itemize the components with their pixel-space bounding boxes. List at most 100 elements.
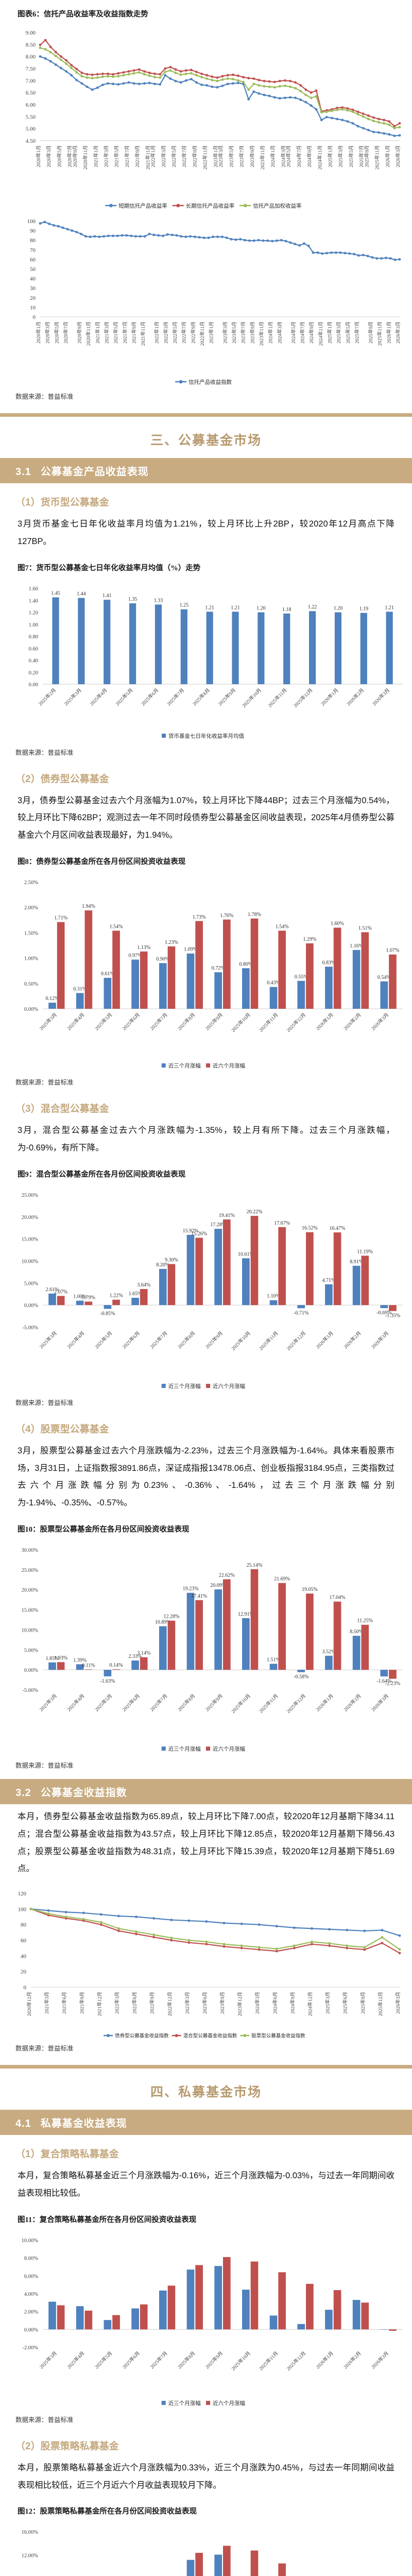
- svg-text:2020年11月: 2020年11月: [85, 321, 92, 346]
- svg-text:近六个月涨幅: 近六个月涨幅: [213, 1062, 245, 1069]
- svg-text:2022年3月: 2022年3月: [163, 321, 169, 344]
- svg-text:2025年7月: 2025年7月: [149, 1012, 169, 1032]
- svg-text:8.91%: 8.91%: [350, 1259, 363, 1265]
- svg-text:1.41: 1.41: [102, 593, 112, 599]
- svg-text:货币基金七日年化收益率月均值: 货币基金七日年化收益率月均值: [168, 733, 244, 739]
- svg-text:9.30%: 9.30%: [165, 1257, 178, 1263]
- svg-text:2022年9月: 2022年9月: [149, 1992, 156, 2014]
- svg-text:2021年9月: 2021年9月: [134, 145, 141, 167]
- svg-text:2024年1月: 2024年1月: [270, 145, 276, 167]
- svg-text:2026年3月: 2026年3月: [370, 1012, 390, 1032]
- svg-text:2023年3月: 2023年3月: [218, 145, 224, 167]
- subsection-4-1-label: 私募基金收益表现: [40, 2118, 127, 2130]
- svg-text:2024年1月: 2024年1月: [268, 321, 274, 344]
- svg-text:1.21: 1.21: [205, 605, 214, 611]
- item-3-1-4-heading: （4）股票型公募基金: [15, 1423, 109, 1435]
- svg-text:2023年9月: 2023年9月: [249, 145, 255, 167]
- svg-text:2026年3月: 2026年3月: [370, 1693, 390, 1713]
- figure-6-legend-top: 短期信托产品收益率 长期信托产品收益率 信托产品加权收益率: [0, 197, 412, 213]
- svg-text:0.80%: 0.80%: [239, 961, 252, 967]
- figure-6: 图表6：信托产品收益率及收益指数走势 4.50 5.00 5.50 6.00 6.50 7…: [0, 0, 412, 404]
- line-chart-public-fund-index: 0 20 40 60 80 100 120 2020年12月 2021年3月 2021年6月 202…: [18, 1891, 402, 2039]
- svg-text:2025年8月: 2025年8月: [177, 1693, 197, 1713]
- svg-text:4.00%: 4.00%: [24, 2292, 38, 2297]
- figure-8-title: 图8：债券型公募基金所在各月份区间投资收益表现: [18, 858, 186, 867]
- svg-text:1.10%: 1.10%: [267, 1293, 280, 1299]
- svg-text:2021年9月: 2021年9月: [79, 1992, 85, 2014]
- svg-text:1.60%: 1.60%: [331, 921, 344, 927]
- svg-text:2025年10月: 2025年10月: [230, 1693, 252, 1715]
- svg-text:2025年12月: 2025年12月: [377, 1992, 384, 2016]
- figure-11-title: 图11：复合策略私募基金所在各月份区间投资收益表现: [18, 2215, 197, 2224]
- svg-text:-1.35%: -1.35%: [385, 1313, 400, 1318]
- svg-text:2022年1月: 2022年1月: [154, 321, 160, 344]
- svg-text:近三个月涨幅: 近三个月涨幅: [168, 1383, 201, 1389]
- svg-text:0.20: 0.20: [29, 670, 38, 675]
- svg-text:2026年2月: 2026年2月: [342, 1693, 363, 1713]
- figure-10-source: 数据来源：普益标准: [15, 1761, 74, 1769]
- svg-text:12.28%: 12.28%: [164, 1614, 180, 1620]
- svg-text:2025年6月: 2025年6月: [342, 1992, 349, 2014]
- svg-text:2024年12月: 2024年12月: [307, 1992, 314, 2016]
- svg-text:2025年11月: 2025年11月: [258, 1012, 280, 1033]
- svg-text:1.07%: 1.07%: [386, 948, 400, 954]
- svg-text:2.00%: 2.00%: [24, 2309, 38, 2315]
- svg-text:7.00: 7.00: [26, 78, 36, 84]
- svg-text:2022年9月: 2022年9月: [190, 321, 196, 344]
- svg-text:10.00%: 10.00%: [22, 1628, 39, 1633]
- svg-text:近三个月涨幅: 近三个月涨幅: [168, 1745, 201, 1752]
- svg-text:2025年6月: 2025年6月: [121, 1012, 141, 1032]
- item-3-1-1-paragraph: 3月货币基金七日年化收益率月均值为1.21%，较上月环比上升2BP，较2020年…: [18, 519, 394, 546]
- svg-text:17.67%: 17.67%: [274, 1220, 290, 1226]
- svg-text:2022年6月: 2022年6月: [132, 1992, 138, 2014]
- subsection-3-1-banner: 3.1 公募基金产品收益表现: [0, 458, 412, 483]
- svg-text:2025年11月: 2025年11月: [258, 2350, 280, 2371]
- svg-text:1.76%: 1.76%: [220, 913, 233, 919]
- svg-text:2026年3月: 2026年3月: [371, 687, 391, 707]
- subsection-3-2-number: 3.2: [15, 1787, 31, 1799]
- item-3-1-2-heading: （2）债券型公募基金: [15, 773, 109, 785]
- svg-text:-0.85%: -0.85%: [100, 1311, 115, 1316]
- svg-text:80: 80: [30, 238, 36, 244]
- svg-text:1.25: 1.25: [180, 602, 189, 608]
- svg-text:1.00%: 1.00%: [73, 1294, 87, 1299]
- svg-text:2025年9月: 2025年9月: [204, 2350, 224, 2370]
- figure-7: 图7：货币型公募基金七日年化收益率月均值（%）走势 0.00 0.20 0.40 0.…: [0, 554, 412, 760]
- svg-text:80: 80: [21, 1922, 27, 1928]
- svg-text:8.50: 8.50: [26, 42, 36, 48]
- svg-text:近六个月涨幅: 近六个月涨幅: [213, 1745, 245, 1752]
- figure-6-title: 图表6：信托产品收益率及收益指数走势: [18, 10, 148, 19]
- svg-text:2025年9月: 2025年9月: [217, 687, 237, 707]
- svg-text:2025年11月: 2025年11月: [377, 321, 383, 346]
- line-chart-trust-yield: 4.50 5.00 5.50 6.00 6.50 7.00 7.50 8.00 8.50 9.00…: [26, 30, 401, 170]
- svg-text:70: 70: [30, 247, 36, 253]
- svg-text:1.60: 1.60: [29, 586, 38, 592]
- figure-6-top-plot: 4.50 5.00 5.50 6.00 6.50 7.00 7.50 8.00 8.50 9.00…: [0, 24, 412, 194]
- svg-text:2025年7月: 2025年7月: [149, 1693, 169, 1713]
- section-divider-2: [0, 2065, 412, 2069]
- svg-text:0.61%: 0.61%: [101, 971, 114, 977]
- figure-6-legend-bottom: 信托产品收益指数: [0, 374, 412, 389]
- svg-text:2022年5月: 2022年5月: [172, 321, 178, 344]
- svg-text:2025年4月: 2025年4月: [89, 687, 109, 707]
- svg-text:17.41%: 17.41%: [191, 1594, 207, 1599]
- svg-text:2023年11月: 2023年11月: [260, 145, 266, 170]
- svg-text:60: 60: [21, 1938, 27, 1944]
- svg-text:2022年12月: 2022年12月: [167, 1992, 173, 2016]
- figure-8: 图8：债券型公募基金所在各月份区间投资收益表现 0.00% 0.50% 1.00% 1…: [0, 848, 412, 1090]
- svg-text:9.00: 9.00: [26, 30, 36, 36]
- svg-text:2025年9月: 2025年9月: [360, 1992, 366, 2014]
- svg-text:5.00%: 5.00%: [24, 1281, 38, 1286]
- svg-text:2.33%: 2.33%: [129, 1654, 142, 1659]
- item-3-1-1-heading: （1）货币型公募基金: [15, 497, 109, 508]
- svg-text:2025年1月: 2025年1月: [327, 321, 333, 344]
- svg-text:17.04%: 17.04%: [330, 1595, 346, 1601]
- svg-text:2024年9月: 2024年9月: [308, 321, 315, 344]
- svg-text:-0.69%: -0.69%: [376, 1310, 391, 1316]
- svg-text:2025年3月: 2025年3月: [38, 1693, 58, 1713]
- svg-text:2026年1月: 2026年1月: [315, 1330, 335, 1350]
- svg-text:2025年2月: 2025年2月: [37, 687, 57, 707]
- svg-text:2025年11月: 2025年11月: [258, 1693, 280, 1715]
- svg-text:2025年10月: 2025年10月: [241, 687, 263, 708]
- svg-text:近三个月涨幅: 近三个月涨幅: [168, 1062, 201, 1069]
